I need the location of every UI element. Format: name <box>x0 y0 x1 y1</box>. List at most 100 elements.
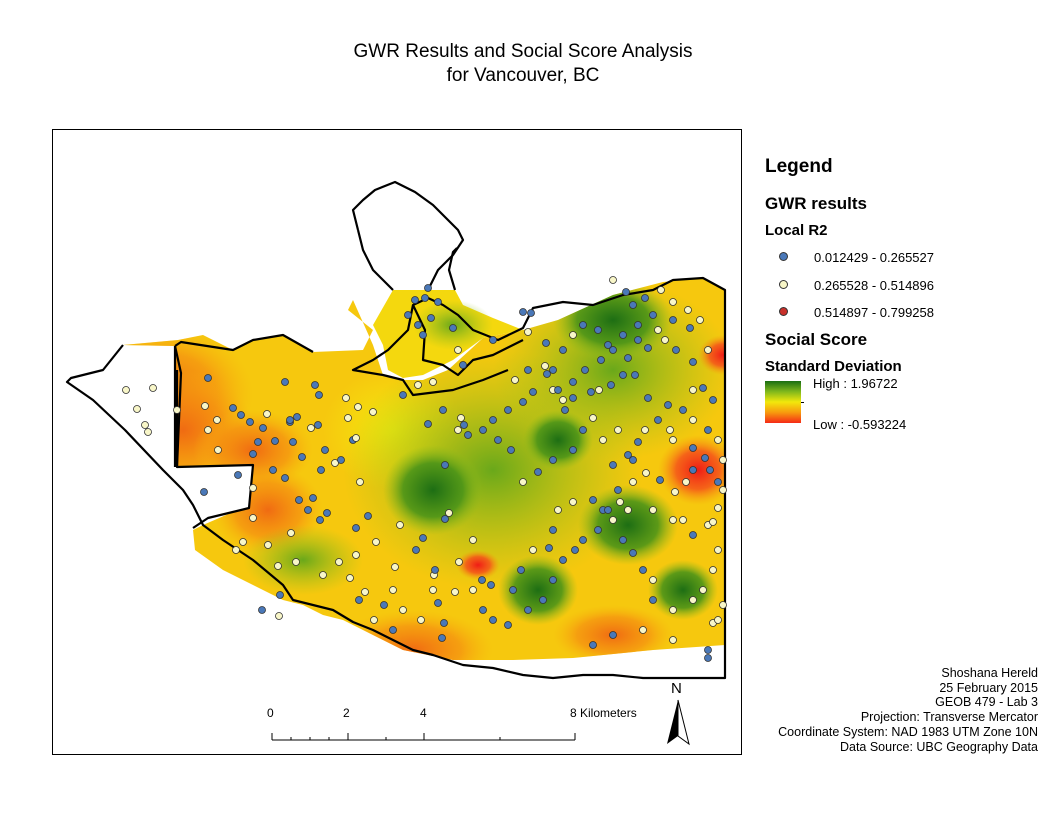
gwr-point <box>317 466 325 474</box>
gwr-point <box>641 294 649 302</box>
gwr-point <box>352 434 360 442</box>
gwr-point <box>271 437 279 445</box>
gwr-point <box>604 341 612 349</box>
north-arrow-icon <box>667 699 690 746</box>
gwr-point <box>289 438 297 446</box>
ramp-high-label: High : 1.96722 <box>813 376 898 391</box>
gwr-point <box>391 563 399 571</box>
gwr-point <box>489 416 497 424</box>
gwr-point <box>355 596 363 604</box>
map-title: GWR Results and Social Score Analysis fo… <box>0 40 1046 88</box>
gwr-point <box>369 408 377 416</box>
gwr-point <box>639 566 647 574</box>
gwr-point <box>569 378 577 386</box>
gwr-point <box>519 398 527 406</box>
gwr-point <box>434 599 442 607</box>
gwr-point <box>549 576 557 584</box>
gwr-point <box>689 466 697 474</box>
gwr-point <box>649 596 657 604</box>
local-r2-heading: Local R2 <box>765 222 828 239</box>
gwr-point <box>441 515 449 523</box>
gwr-point <box>619 331 627 339</box>
gwr-point <box>629 301 637 309</box>
gwr-point <box>399 606 407 614</box>
gwr-point <box>614 486 622 494</box>
gwr-point <box>441 461 449 469</box>
gwr-point <box>469 586 477 594</box>
gwr-point <box>440 619 448 627</box>
gwr-point <box>661 336 669 344</box>
gwr-point <box>579 536 587 544</box>
gwr-point <box>342 394 350 402</box>
gwr-point <box>204 374 212 382</box>
gwr-point <box>479 426 487 434</box>
gwr-point <box>411 296 419 304</box>
gwr-point <box>372 538 380 546</box>
gwr-point <box>314 421 322 429</box>
gwr-point <box>419 331 427 339</box>
gwr-point <box>424 420 432 428</box>
gwr-point <box>281 378 289 386</box>
legend-dot-low <box>779 252 788 261</box>
gwr-point <box>689 596 697 604</box>
gwr-point <box>689 386 697 394</box>
gwr-point <box>274 562 282 570</box>
gwr-point <box>507 446 515 454</box>
gwr-point <box>293 413 301 421</box>
credit-date: 25 February 2015 <box>939 680 1038 695</box>
gwr-point <box>439 406 447 414</box>
gwr-point <box>589 641 597 649</box>
gwr-point <box>239 538 247 546</box>
gwr-point <box>719 486 727 494</box>
credit-course: GEOB 479 - Lab 3 <box>935 695 1038 710</box>
gwr-point <box>654 416 662 424</box>
gwr-point <box>669 516 677 524</box>
ramp-low-label: Low : -0.593224 <box>813 417 907 432</box>
gwr-point <box>599 436 607 444</box>
gwr-point <box>706 466 714 474</box>
gwr-point <box>679 516 687 524</box>
gwr-point <box>649 506 657 514</box>
gwr-point <box>581 366 589 374</box>
gwr-point <box>275 612 283 620</box>
north-arrow: N <box>664 680 692 748</box>
gwr-point <box>644 394 652 402</box>
gwr-point <box>431 566 439 574</box>
gwr-point <box>414 381 422 389</box>
gwr-point <box>509 586 517 594</box>
gwr-point <box>234 471 242 479</box>
gwr-point <box>714 616 722 624</box>
gwr-heading: GWR results <box>765 194 868 213</box>
gwr-point <box>229 404 237 412</box>
gwr-point <box>246 418 254 426</box>
gwr-point <box>417 616 425 624</box>
gwr-point <box>527 309 535 317</box>
gwr-point <box>549 456 557 464</box>
gwr-point <box>629 456 637 464</box>
gwr-point <box>122 386 130 394</box>
gwr-point <box>259 424 267 432</box>
gwr-point <box>298 453 306 461</box>
gwr-point <box>666 426 674 434</box>
gwr-point <box>511 376 519 384</box>
gwr-point <box>469 536 477 544</box>
gwr-point <box>438 634 446 642</box>
gwr-point <box>569 498 577 506</box>
gwr-point <box>389 586 397 594</box>
gwr-point <box>487 581 495 589</box>
gwr-point <box>616 498 624 506</box>
gwr-point <box>319 571 327 579</box>
scale-bar-graphic <box>271 733 576 741</box>
gwr-point <box>701 454 709 462</box>
gwr-point <box>489 336 497 344</box>
color-ramp <box>765 381 801 423</box>
legend-dot-mid <box>779 280 788 289</box>
gwr-point <box>237 411 245 419</box>
gwr-point <box>704 646 712 654</box>
scale-tick-8: 8 Kilometers <box>570 706 637 720</box>
gwr-point <box>494 436 502 444</box>
gwr-point <box>624 354 632 362</box>
gwr-point <box>459 361 467 369</box>
gwr-point <box>335 558 343 566</box>
north-label: N <box>671 680 682 697</box>
